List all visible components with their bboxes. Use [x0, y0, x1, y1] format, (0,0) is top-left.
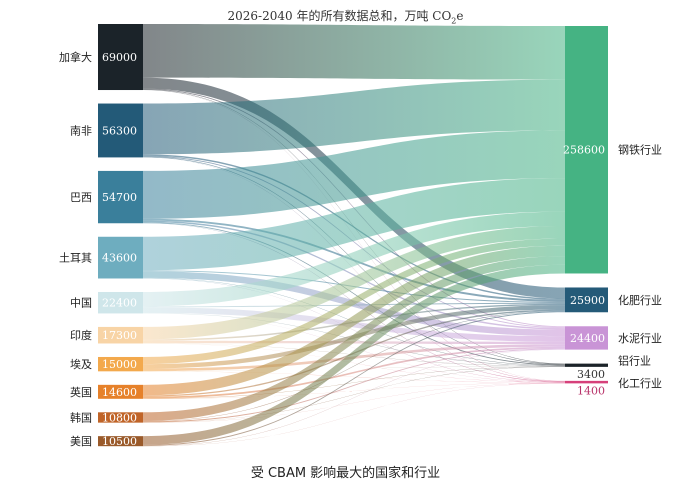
flow-link — [143, 346, 565, 399]
target-name-label: 钢铁行业 — [618, 144, 662, 157]
flow-link — [143, 343, 565, 383]
chart-title: 2026-2040 年的所有数据总和，万吨 CO2e — [227, 9, 464, 26]
target-value-label: 258600 — [563, 144, 605, 157]
flow-link — [143, 302, 565, 308]
source-value-label: 17300 — [102, 329, 137, 342]
source-node — [98, 436, 143, 447]
flow-link — [143, 238, 565, 365]
target-name-label: 化肥行业 — [618, 293, 662, 307]
source-name-label: 加拿大 — [59, 50, 92, 64]
source-node — [98, 236, 143, 279]
target-value-label: 24400 — [570, 332, 605, 345]
source-name-label: 埃及 — [70, 357, 92, 371]
target-value-label: 1400 — [577, 384, 605, 397]
target-node — [565, 380, 608, 384]
flow-link — [143, 371, 565, 383]
source-node — [98, 356, 143, 372]
source-name-label: 巴西 — [70, 191, 92, 204]
source-value-label: 54700 — [102, 191, 137, 204]
source-value-label: 43600 — [102, 252, 137, 265]
flow-link — [143, 349, 565, 447]
flow-link — [143, 383, 565, 447]
target-name-label: 化工行业 — [618, 376, 662, 390]
target-value-label: 25900 — [570, 294, 605, 307]
flow-link — [143, 310, 565, 422]
source-value-label: 14600 — [102, 386, 137, 399]
flow-link — [143, 256, 565, 421]
flow-link — [143, 311, 565, 446]
source-value-label: 56300 — [102, 124, 137, 137]
target-name-label: 铝行业 — [618, 354, 651, 368]
target-name-label: 水泥行业 — [618, 332, 662, 345]
target-value-label: 3400 — [577, 368, 605, 381]
flow-link — [143, 264, 565, 445]
source-node — [98, 170, 143, 224]
flow-link — [143, 155, 565, 329]
source-node — [98, 291, 143, 314]
flow-link — [143, 130, 565, 219]
source-node — [98, 412, 143, 423]
source-value-label: 15000 — [102, 358, 137, 371]
flow-link — [143, 366, 565, 372]
flow-link — [143, 79, 565, 155]
source-value-label: 10800 — [102, 411, 137, 424]
source-node — [98, 24, 143, 91]
flow-link — [143, 211, 565, 307]
source-name-label: 韩国 — [70, 410, 92, 424]
flow-link — [143, 226, 565, 340]
target-node — [565, 26, 608, 274]
target-node — [565, 326, 608, 350]
source-value-label: 22400 — [102, 297, 137, 310]
source-value-label: 69000 — [102, 51, 137, 64]
flow-link — [143, 348, 565, 423]
chart-caption: 受 CBAM 影响最大的国家和行业 — [250, 466, 441, 481]
target-node — [565, 287, 608, 313]
source-name-label: 美国 — [70, 435, 92, 448]
flow-link — [143, 366, 565, 399]
source-node — [98, 384, 143, 399]
flow-link — [143, 157, 565, 382]
flow-link — [143, 178, 565, 271]
flow-link — [143, 383, 565, 423]
source-name-label: 印度 — [70, 328, 92, 342]
flow-link — [143, 245, 565, 396]
flow-link — [143, 382, 565, 399]
source-node — [98, 103, 143, 158]
flow-link — [143, 313, 565, 383]
source-name-label: 土耳其 — [59, 252, 92, 265]
source-value-label: 10500 — [102, 435, 137, 448]
flow-link — [143, 220, 565, 330]
flow-link — [143, 24, 565, 80]
links — [143, 24, 565, 447]
source-name-label: 英国 — [70, 385, 92, 399]
source-name-label: 南非 — [70, 124, 92, 137]
source-node — [98, 326, 143, 344]
flow-link — [143, 366, 565, 423]
target-node — [565, 363, 608, 367]
source-name-label: 中国 — [70, 297, 92, 310]
flow-link — [143, 222, 565, 366]
flow-link — [143, 278, 565, 383]
